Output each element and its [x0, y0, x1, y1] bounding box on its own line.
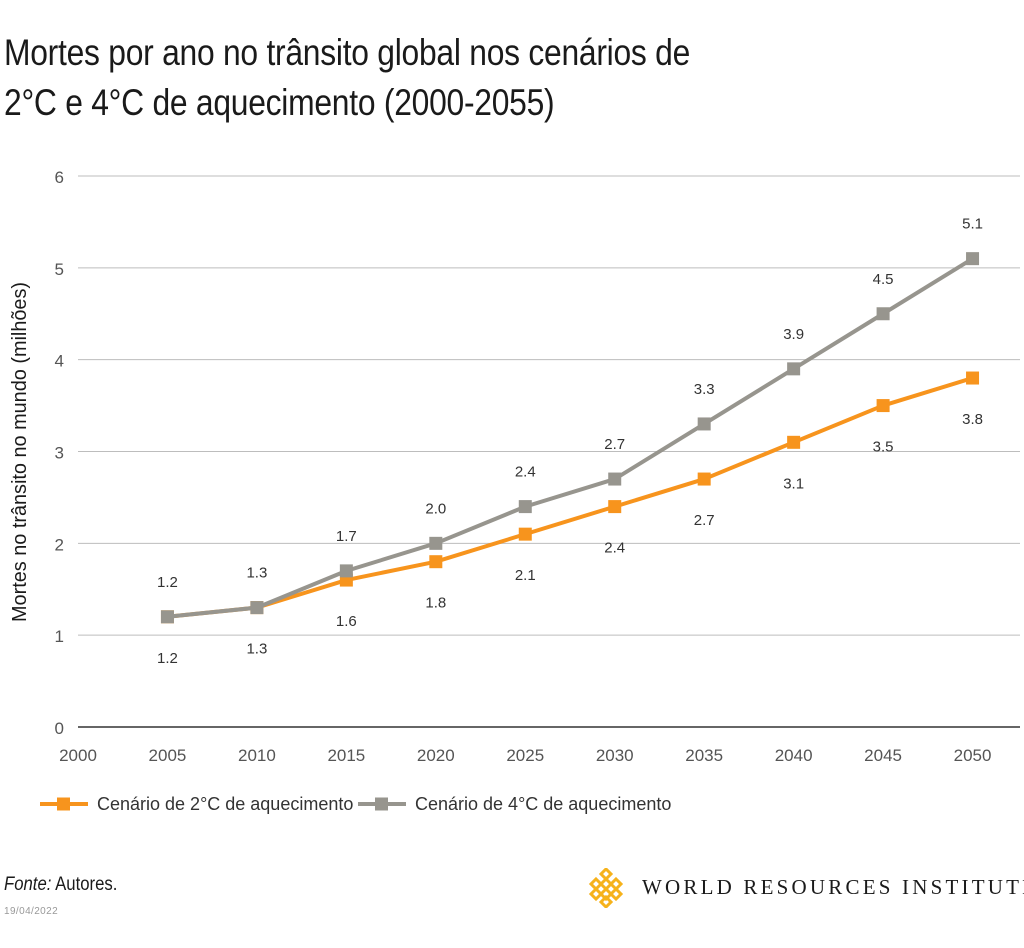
data-label: 1.3 [246, 641, 267, 658]
legend-label: Cenário de 4°C de aquecimento [415, 794, 671, 814]
data-label: 1.2 [157, 574, 178, 591]
data-point-marker [160, 610, 174, 624]
data-point-marker [697, 472, 711, 486]
data-label: 4.5 [873, 271, 894, 288]
data-point-marker [608, 500, 622, 514]
chart-title-line-2: 2°C e 4°C de aquecimento (2000-2055) [4, 82, 555, 123]
x-tick-label: 2015 [327, 746, 365, 765]
y-tick-label: 4 [55, 352, 64, 371]
series-line-4c [167, 256, 974, 619]
data-label: 2.4 [515, 464, 536, 481]
y-tick-label: 3 [55, 444, 64, 463]
x-tick-label: 2000 [59, 746, 97, 765]
y-axis-label: Mortes no trânsito no mundo (milhões) [9, 282, 31, 622]
data-point-marker [250, 601, 264, 615]
data-label: 3.8 [962, 411, 983, 428]
legend-marker [57, 797, 70, 811]
data-label: 1.7 [336, 528, 357, 545]
chart-title: Mortes por ano no trânsito global nos ce… [4, 28, 778, 128]
y-tick-label: 2 [55, 535, 64, 554]
data-point-marker [429, 555, 443, 569]
logo-diamond [608, 886, 624, 902]
data-point-marker [339, 564, 353, 578]
logo-diamond [598, 894, 614, 908]
data-label: 2.4 [604, 540, 625, 557]
chart-title-line-1: Mortes por ano no trânsito global nos ce… [4, 32, 691, 73]
data-label: 3.9 [783, 326, 804, 343]
data-label: 2.7 [604, 436, 625, 453]
x-tick-label: 2030 [596, 746, 634, 765]
series-line-2c [167, 376, 974, 619]
data-point-marker [787, 435, 801, 449]
data-point-marker [876, 399, 890, 413]
x-tick-label: 2045 [864, 746, 902, 765]
logo-diamond [588, 886, 604, 902]
data-label: 2.1 [515, 567, 536, 584]
data-point-marker [697, 417, 711, 431]
source-text: Autores. [51, 874, 118, 895]
data-label: 3.1 [783, 475, 804, 492]
data-point-marker [966, 371, 980, 385]
org-name: WORLD RESOURCES INSTITUTE [642, 875, 1024, 899]
data-point-marker [876, 307, 890, 321]
data-point-marker [608, 472, 622, 486]
y-tick-label: 6 [55, 168, 64, 187]
data-labels: 1.2 1.3 1.6 1.8 2.1 2.4 2.7 3.1 3.5 3.8 1.2 1.3 1.7 2… [157, 216, 983, 667]
y-tick-label: 0 [55, 719, 64, 738]
data-point-marker [518, 500, 532, 514]
data-point-marker [518, 527, 532, 541]
data-point-marker [787, 362, 801, 376]
data-label: 3.5 [873, 439, 894, 456]
series-group [160, 252, 980, 624]
data-label: 2.0 [425, 500, 446, 517]
x-tick-label: 2050 [954, 746, 992, 765]
data-label: 1.2 [157, 650, 178, 667]
y-tick-label: 5 [55, 260, 64, 279]
x-axis-ticks: 2000 2005 2010 2015 2020 2025 2030 2035 2040 2045… [59, 746, 991, 765]
data-point-marker [966, 252, 980, 266]
y-tick-label: 1 [55, 627, 64, 646]
wri-logo-icon [588, 868, 624, 908]
legend: Cenário de 2°C de aquecimento Cenário de … [40, 794, 671, 814]
x-tick-label: 2020 [417, 746, 455, 765]
data-label: 5.1 [962, 216, 983, 233]
legend-marker [375, 797, 388, 811]
data-label: 1.6 [336, 613, 357, 630]
x-tick-label: 2035 [685, 746, 723, 765]
source-note: Fonte: Autores. [4, 874, 117, 896]
x-tick-label: 2005 [149, 746, 187, 765]
data-label: 3.3 [694, 381, 715, 398]
grid-lines [78, 175, 1020, 728]
y-axis-ticks: 0 1 2 3 4 5 6 [55, 168, 64, 738]
x-tick-label: 2010 [238, 746, 276, 765]
data-label: 1.8 [425, 595, 446, 612]
data-label: 1.3 [246, 565, 267, 582]
x-tick-label: 2025 [506, 746, 544, 765]
data-label: 2.7 [694, 512, 715, 529]
legend-label: Cenário de 2°C de aquecimento [97, 794, 353, 814]
publish-date: 19/04/2022 [4, 906, 59, 917]
source-label: Fonte: [4, 874, 52, 895]
data-point-marker [429, 536, 443, 550]
x-tick-label: 2040 [775, 746, 813, 765]
